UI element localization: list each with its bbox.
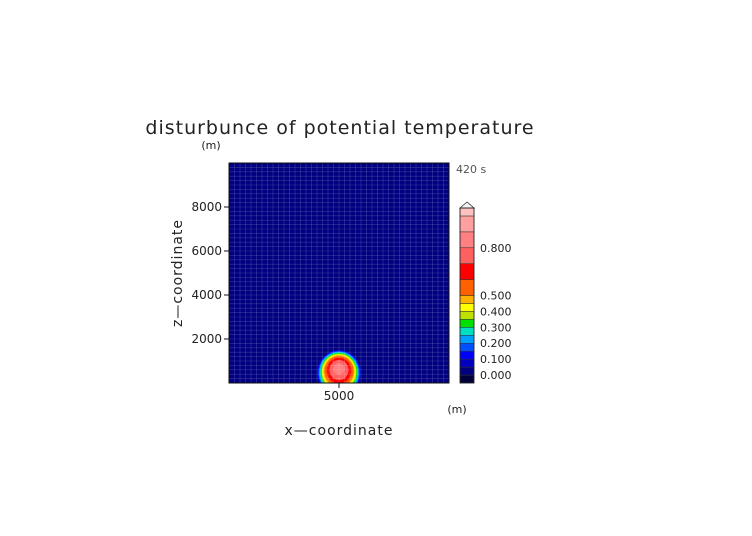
colorbar-tick-label: 0.800 — [480, 242, 512, 255]
x-tick-label: 5000 — [324, 389, 355, 403]
colorbar-tick-label: 0.400 — [480, 305, 512, 318]
colorbar-segment — [459, 279, 475, 296]
y-tick-label: 6000 — [191, 244, 222, 258]
colorbar-segment — [459, 327, 475, 336]
colorbar-segment — [459, 303, 475, 312]
colorbar-segment — [459, 295, 475, 304]
colorbar-extension-arrow — [458, 201, 476, 209]
heatmap-field — [229, 163, 449, 383]
colorbar-segment — [459, 319, 475, 328]
colorbar-segment — [459, 247, 475, 264]
colorbar-tick-label: 0.500 — [480, 290, 512, 303]
colorbar-segment — [459, 263, 475, 280]
colorbar-segment — [459, 231, 475, 249]
colorbar-tick-label: 0.100 — [480, 353, 512, 366]
y-tick-label: 4000 — [191, 288, 222, 302]
colorbar-tick-label: 0.000 — [480, 369, 512, 382]
colorbar-segment — [459, 342, 475, 352]
y-axis-ticks: 2000 4000 6000 8000 — [191, 200, 229, 346]
colorbar-segment — [459, 358, 475, 368]
colorbar: 0.000 0.100 0.200 0.300 0.400 0.500 0.800 — [458, 201, 512, 384]
x-axis-ticks: 5000 — [324, 383, 355, 403]
colorbar-segment — [459, 311, 475, 320]
field-background — [229, 163, 449, 383]
chart-title: disturbunce of potential temperature — [145, 117, 534, 139]
colorbar-segment — [459, 335, 475, 344]
time-label: 420 s — [456, 163, 486, 176]
colorbar-tick-label: 0.200 — [480, 337, 512, 350]
grid-lines — [229, 163, 449, 383]
colorbar-segment — [459, 215, 475, 233]
y-tick-label: 8000 — [191, 200, 222, 214]
colorbar-segment — [459, 350, 475, 360]
colorbar-segment — [459, 374, 475, 384]
y-axis-label: z—coordinate — [170, 219, 186, 327]
colorbar-segment — [459, 207, 475, 217]
x-axis-label: x—coordinate — [285, 423, 394, 439]
colorbar-segment — [459, 366, 475, 376]
y-axis-unit: (m) — [201, 139, 220, 152]
bubble-contour — [333, 363, 345, 375]
colorbar-frame — [459, 207, 475, 384]
y-tick-label: 2000 — [191, 332, 222, 346]
x-axis-unit: (m) — [447, 403, 466, 416]
colorbar-tick-label: 0.300 — [480, 321, 512, 334]
